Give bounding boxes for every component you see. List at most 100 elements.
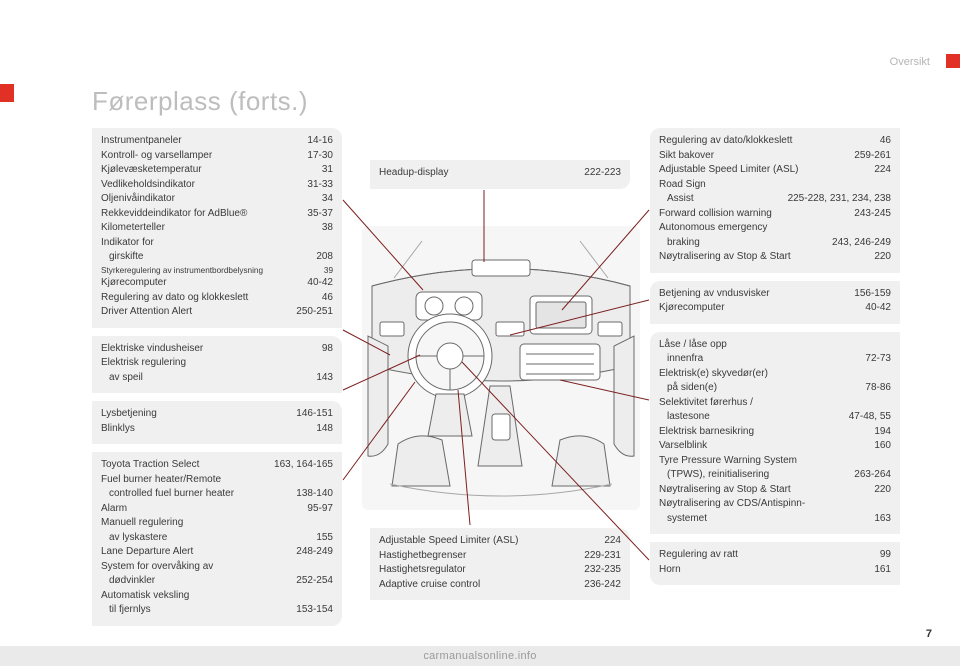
row-label: Regulering av dato/klokkeslett [659,134,880,149]
row-pages: 243, 246-249 [832,236,891,251]
row-label: braking [659,236,832,251]
info-row: Automatisk veksling [101,589,333,604]
row-label: Blinklys [101,422,316,437]
info-row: Elektriske vindusheiser98 [101,342,333,357]
info-row: Kilometerteller38 [101,221,333,236]
row-label: Elektrisk(e) skyvedør(er) [659,367,891,382]
info-row: Rekkeviddeindikator for AdBlue®35-37 [101,207,333,222]
row-label: Autonomous emergency [659,221,891,236]
row-label: Adjustable Speed Limiter (ASL) [659,163,874,178]
row-label: Kilometerteller [101,221,322,236]
row-pages: 46 [880,134,891,149]
info-row: Elektrisk regulering [101,356,333,371]
row-pages: 35-37 [307,207,333,222]
row-label: Vedlikeholdsindikator [101,178,307,193]
info-row: Headup-display222-223 [379,166,621,181]
row-label: Regulering av ratt [659,548,880,563]
row-label: Toyota Traction Select [101,458,274,473]
info-row: Hastighetbegrenser229-231 [379,549,621,564]
row-pages: 232-235 [584,563,621,578]
row-pages: 250-251 [296,305,333,320]
info-row: Forward collision warning243-245 [659,207,891,222]
row-label: Nøytralisering av CDS/Antispinn- [659,497,891,512]
row-pages: 143 [316,371,333,386]
info-row: til fjernlys153-154 [101,603,333,618]
row-label: System for overvåking av [101,560,333,575]
info-row: Nøytralisering av Stop & Start220 [659,483,891,498]
row-pages: 78-86 [865,381,891,396]
row-pages: 224 [604,534,621,549]
row-pages: 148 [316,422,333,437]
row-pages: 31 [322,163,333,178]
row-label: Elektriske vindusheiser [101,342,322,357]
info-row: controlled fuel burner heater138-140 [101,487,333,502]
row-pages: 248-249 [296,545,333,560]
row-pages: 220 [874,250,891,265]
info-row: Låse / låse opp [659,338,891,353]
info-row: Regulering av dato og klokkeslett46 [101,291,333,306]
info-row: lastesone47-48, 55 [659,410,891,425]
info-row: Lane Departure Alert248-249 [101,545,333,560]
row-label: til fjernlys [101,603,296,618]
row-pages: 146-151 [296,407,333,422]
row-label: lastesone [659,410,849,425]
info-row: Kontroll- og varsellamper17-30 [101,149,333,164]
row-pages: 155 [316,531,333,546]
row-label: Kjørecomputer [659,301,865,316]
row-pages: 38 [322,221,333,236]
info-row: Tyre Pressure Warning System [659,454,891,469]
info-row: Road Sign [659,178,891,193]
footer-watermark: carmanualsonline.info [0,646,960,666]
info-box: Betjening av vndusvisker156-159Kjørecomp… [650,281,900,324]
row-pages: 161 [874,563,891,578]
info-row: Selektivitet førerhus / [659,396,891,411]
row-pages: 252-254 [296,574,333,589]
row-pages: 222-223 [584,166,621,181]
row-label: Hastighetsregulator [379,563,584,578]
row-label: Kjørecomputer [101,276,307,291]
row-label: Nøytralisering av Stop & Start [659,483,874,498]
right-column: Regulering av dato/klokkeslett46Sikt bak… [650,128,900,593]
info-row: Kjørecomputer40-42 [659,301,891,316]
info-row: Indikator for [101,236,333,251]
row-pages: 47-48, 55 [849,410,891,425]
info-row: Nøytralisering av Stop & Start220 [659,250,891,265]
row-label: Instrumentpaneler [101,134,307,149]
row-label: Adjustable Speed Limiter (ASL) [379,534,604,549]
info-row: Vedlikeholdsindikator31-33 [101,178,333,193]
info-row: av speil143 [101,371,333,386]
info-row: Sikt bakover259-261 [659,149,891,164]
row-label: Forward collision warning [659,207,854,222]
row-pages: 40-42 [865,301,891,316]
row-label: Selektivitet førerhus / [659,396,891,411]
row-label: Horn [659,563,874,578]
info-box: Elektriske vindusheiser98Elektrisk regul… [92,336,342,394]
row-pages: 163, 164-165 [274,458,333,473]
info-row: Kjølevæsketemperatur31 [101,163,333,178]
row-label: Regulering av dato og klokkeslett [101,291,322,306]
info-row: Adjustable Speed Limiter (ASL)224 [659,163,891,178]
info-row: Adjustable Speed Limiter (ASL)224 [379,534,621,549]
info-box: Headup-display222-223 [370,160,630,189]
row-label: Nøytralisering av Stop & Start [659,250,874,265]
info-row: Alarm95-97 [101,502,333,517]
row-label: innenfra [659,352,865,367]
row-label: Tyre Pressure Warning System [659,454,891,469]
row-pages: 160 [874,439,891,454]
info-row: Regulering av dato/klokkeslett46 [659,134,891,149]
row-label: Indikator for [101,236,333,251]
row-label: Betjening av vndusvisker [659,287,854,302]
info-row: Nøytralisering av CDS/Antispinn- [659,497,891,512]
row-label: Lysbetjening [101,407,296,422]
row-pages: 98 [322,342,333,357]
page-number: 7 [926,628,932,640]
page-title: Førerplass (forts.) [92,86,308,117]
row-pages: 156-159 [854,287,891,302]
row-label: Automatisk veksling [101,589,333,604]
info-row: Elektrisk barnesikring194 [659,425,891,440]
info-row: Instrumentpaneler14-16 [101,134,333,149]
section-label: Oversikt [890,56,930,68]
row-label: Sikt bakover [659,149,854,164]
info-row: systemet163 [659,512,891,527]
row-label: av speil [101,371,316,386]
